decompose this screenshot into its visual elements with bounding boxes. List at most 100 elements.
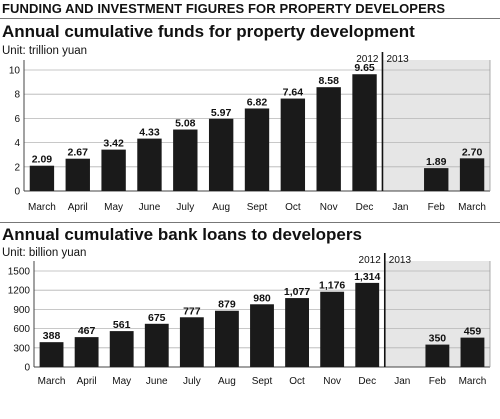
chart-2-y-tick-label: 300 [13, 343, 30, 354]
chart-2-data-label: 467 [78, 325, 96, 337]
chart-1-bar [208, 118, 234, 191]
chart-2-x-tick-label: April [77, 376, 97, 387]
chart-2-y-tick-label: 0 [24, 363, 30, 374]
chart-1-bar [316, 87, 341, 191]
chart-2-x-tick-label: May [112, 376, 131, 387]
chart-2-bar [285, 298, 310, 367]
chart-divider [0, 222, 500, 223]
chart-1-data-label: 9.65 [354, 62, 375, 74]
chart-2-data-label: 980 [253, 292, 271, 304]
header-divider [0, 18, 500, 19]
chart-1-x-tick-label: Sept [247, 202, 268, 213]
header-bar: FUNDING AND INVESTMENT FIGURES FOR PROPE… [0, 0, 500, 18]
chart-1-bar [101, 149, 126, 191]
chart-1-title: Annual cumulative funds for property dev… [2, 22, 415, 41]
chart-1-data-label: 5.97 [211, 107, 232, 119]
chart-1-data-label: 7.64 [283, 87, 304, 99]
chart-1-year-label-2013: 2013 [386, 54, 409, 65]
chart-1-x-tick-label: Feb [428, 202, 446, 213]
chart-2-year-label-2013: 2013 [389, 255, 412, 266]
chart-2-data-label: 879 [218, 299, 236, 311]
chart-1-bar [137, 138, 162, 191]
chart-1-bar [280, 98, 306, 191]
chart-1-x-tick-label: Jan [392, 202, 408, 213]
chart-2-y-tick-label: 1200 [8, 286, 31, 297]
chart-1-x-tick-label: April [68, 202, 88, 213]
chart-2-data-label: 675 [148, 312, 166, 324]
chart-1-y-tick-label: 6 [14, 114, 20, 125]
chart-1-unit: Unit: trillion yuan [2, 45, 88, 57]
chart-2-bar [250, 304, 274, 367]
chart-2-bar [425, 344, 450, 367]
chart-1-bar [352, 74, 377, 191]
chart-2-title: Annual cumulative bank loans to develope… [2, 225, 362, 244]
chart-1-x-tick-label: March [458, 202, 486, 213]
chart-1-x-tick-label: March [28, 202, 56, 213]
chart-1-x-tick-label: Nov [320, 202, 338, 213]
chart-2-unit: Unit: billion yuan [2, 247, 87, 259]
chart-2-x-tick-label: Dec [358, 376, 376, 387]
chart-2-x-tick-label: July [183, 376, 201, 387]
chart-2-x-tick-label: Oct [289, 376, 305, 387]
chart-1-data-label: 3.42 [103, 138, 124, 150]
chart-2-x-tick-label: Aug [218, 376, 236, 387]
chart-1-bar [29, 165, 55, 191]
chart-2-year-label-2012: 2012 [359, 255, 382, 266]
chart-2-bar [460, 337, 485, 367]
chart-2-data-label: 388 [43, 330, 61, 342]
chart-1-x-tick-label: May [104, 202, 123, 213]
chart-1-y-tick-label: 4 [14, 138, 20, 149]
chart-2-data-label: 459 [464, 326, 482, 338]
chart-1-data-label: 5.08 [175, 118, 196, 130]
chart-1-bar [424, 168, 449, 191]
chart-2-x-tick-label: March [38, 376, 66, 387]
chart-1-x-tick-label: Oct [285, 202, 301, 213]
chart-2-data-label: 350 [429, 333, 447, 345]
chart-1-data-label: 8.58 [318, 75, 339, 87]
chart-2-y-tick-label: 1500 [8, 267, 31, 278]
chart-1-data-label: 2.09 [32, 154, 53, 166]
chart-1-x-tick-label: Dec [356, 202, 374, 213]
chart-1-x-tick-label: June [139, 202, 161, 213]
chart-1-data-label: 4.33 [139, 127, 160, 139]
chart-1-y-tick-label: 0 [14, 187, 20, 198]
chart-1-x-tick-label: Aug [212, 202, 230, 213]
chart-2-y-tick-label: 600 [13, 324, 30, 335]
chart-1-bar [459, 158, 485, 191]
chart-1-bar [65, 158, 90, 191]
chart-1-x-tick-label: July [176, 202, 194, 213]
chart-2-bar [179, 317, 204, 367]
chart-2-data-label: 561 [113, 319, 131, 331]
chart-1-data-label: 1.89 [426, 156, 447, 168]
chart-2-y-tick-label: 900 [13, 305, 30, 316]
chart-2-data-label: 1,077 [284, 286, 310, 298]
chart-2-x-tick-label: Nov [323, 376, 341, 387]
chart-1-y-tick-label: 10 [9, 66, 21, 77]
chart-2-bar [214, 310, 239, 367]
chart-2-x-tick-label: March [459, 376, 487, 387]
page-title: FUNDING AND INVESTMENT FIGURES FOR PROPE… [2, 1, 446, 16]
chart-2-data-label: 777 [183, 305, 201, 317]
chart-2-x-tick-label: Jan [394, 376, 410, 387]
chart-1-funds: 0 2 4 6 8 10 2012 2013 2.09 March 2.67 April 3.42 May… [9, 52, 491, 213]
chart-1-data-label: 2.67 [68, 147, 89, 159]
chart-2-loans: 0 300 600 900 1200 1500 2012 2013 388 March 467 Apr… [8, 253, 491, 387]
chart-2-bar [74, 337, 99, 367]
chart-2-data-label: 1,314 [354, 271, 380, 283]
chart-2-x-tick-label: June [146, 376, 168, 387]
chart-1-y-tick-label: 2 [14, 162, 20, 173]
chart-1-bar [244, 108, 270, 191]
chart-1-data-label: 6.82 [247, 96, 268, 108]
chart-1-year-label-2012: 2012 [356, 54, 379, 65]
chart-1-data-label: 2.70 [462, 146, 483, 158]
chart-2-data-label: 1,176 [319, 280, 345, 292]
chart-2-bar [144, 323, 169, 367]
chart-2-x-tick-label: Sept [252, 376, 273, 387]
chart-2-bar [320, 291, 345, 367]
chart-1-bar [173, 129, 198, 191]
chart-2-bar [109, 331, 134, 367]
chart-2-bar [355, 282, 380, 367]
chart-1-y-tick-label: 8 [14, 90, 20, 101]
chart-2-bar [39, 342, 64, 367]
